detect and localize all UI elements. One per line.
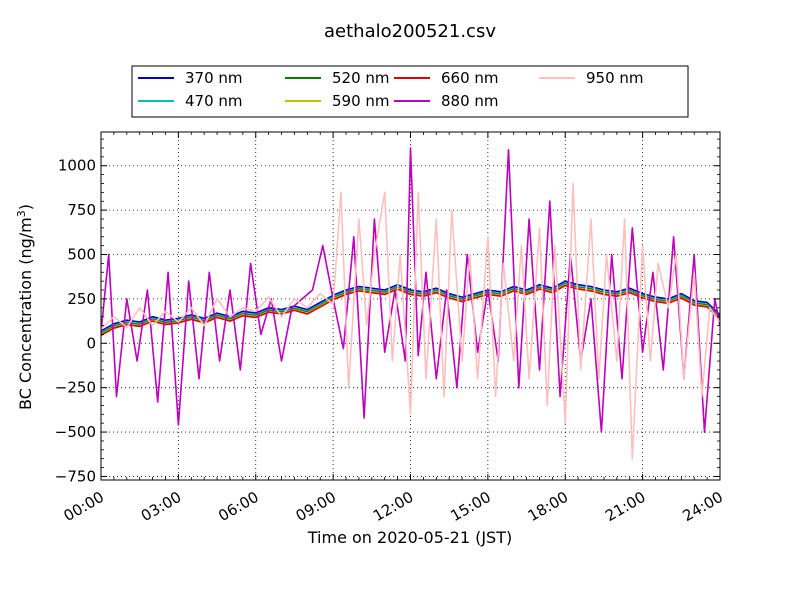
y-tick-label: 750 bbox=[67, 201, 96, 219]
legend-label: 370 nm bbox=[185, 69, 243, 87]
chart-title: aethalo200521.csv bbox=[324, 21, 496, 42]
legend-label: 470 nm bbox=[185, 92, 243, 110]
y-tick-label: −500 bbox=[55, 423, 96, 441]
series-line bbox=[101, 182, 720, 460]
y-axis-label-superscript: 3 bbox=[15, 210, 28, 217]
y-tick-label: −250 bbox=[55, 379, 96, 397]
x-axis-label: Time on 2020-05-21 (JST) bbox=[307, 528, 512, 547]
legend-label: 880 nm bbox=[441, 92, 499, 110]
y-tick-label: 0 bbox=[86, 334, 96, 352]
y-axis-ticks: −750 −500 −250 0 250 500 750 1000 bbox=[55, 138, 720, 485]
y-tick-label: 1000 bbox=[58, 157, 96, 175]
legend-label: 520 nm bbox=[332, 69, 390, 87]
plot-series-group bbox=[101, 147, 720, 460]
y-axis-label-main: BC Concentration (ng/m bbox=[16, 217, 35, 410]
legend-label: 590 nm bbox=[332, 92, 390, 110]
legend-box bbox=[131, 65, 689, 118]
legend: 370 nm 470 nm 520 nm 590 nm 660 nm 880 nm 950 … bbox=[131, 65, 689, 118]
y-tick-label: 250 bbox=[67, 290, 96, 308]
y-axis-label: BC Concentration (ng/m3) bbox=[15, 204, 35, 410]
y-tick-label: −750 bbox=[55, 467, 96, 485]
legend-label: 660 nm bbox=[441, 69, 499, 87]
legend-label: 950 nm bbox=[586, 69, 644, 87]
y-tick-label: 500 bbox=[67, 246, 96, 264]
y-axis-label-tail: ) bbox=[16, 204, 35, 210]
